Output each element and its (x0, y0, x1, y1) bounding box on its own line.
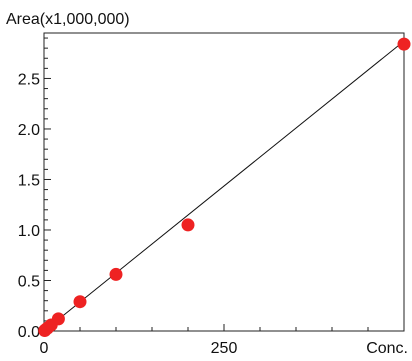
y-tick-label: 0.5 (18, 273, 40, 290)
y-tick-label: 1.0 (18, 223, 40, 240)
y-tick-label: 2.0 (18, 122, 40, 139)
data-point (181, 218, 195, 232)
y-tick-label: 2.5 (18, 71, 40, 88)
data-point (51, 312, 65, 326)
y-tick-label: 0.0 (18, 324, 40, 341)
x-tick-label: 250 (211, 340, 238, 357)
data-point (73, 295, 87, 309)
x-tick-label: 0 (40, 340, 49, 357)
x-axis-label: Conc. (366, 340, 408, 357)
y-tick-label: 1.5 (18, 172, 40, 189)
regression-line (43, 40, 405, 332)
x-axis-ticks: 0 250 (40, 324, 405, 357)
plot-frame (43, 32, 405, 332)
y-axis-ticks: 0.0 0.5 1.0 1.5 2.0 2.5 (18, 37, 51, 341)
data-point (109, 267, 123, 281)
y-axis-label: Area(x1,000,000) (6, 11, 130, 28)
data-point (397, 37, 411, 51)
data-points (38, 37, 411, 337)
